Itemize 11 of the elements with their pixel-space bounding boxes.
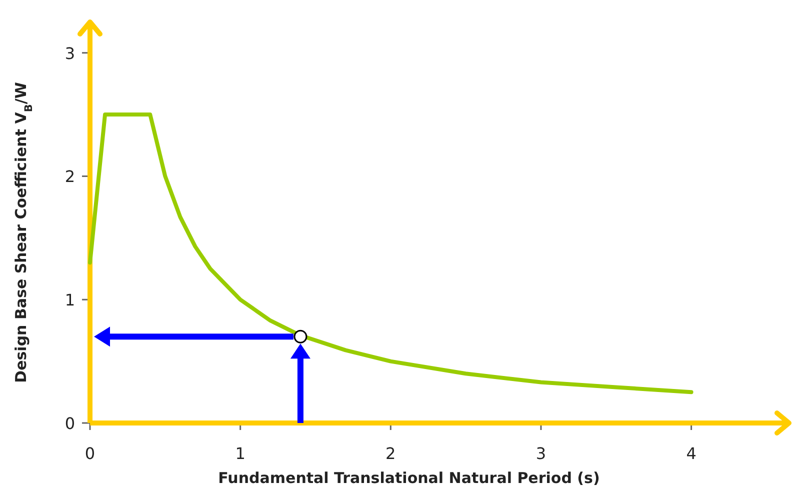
y-tick-label: 3 (64, 44, 76, 63)
x-axis-title: Fundamental Translational Natural Period (s) (218, 469, 600, 487)
y-tick-label: 2 (64, 167, 76, 186)
x-tick-label: 2 (386, 444, 396, 463)
x-tick-label: 4 (686, 444, 696, 463)
x-tick-label: 1 (235, 444, 246, 463)
y-tick-label: 1 (64, 290, 76, 310)
line-series (88, 112, 694, 394)
y-tick-label: 0 (64, 414, 76, 433)
x-tick-label: 0 (84, 444, 96, 463)
x-tick-label: 3 (536, 444, 546, 463)
